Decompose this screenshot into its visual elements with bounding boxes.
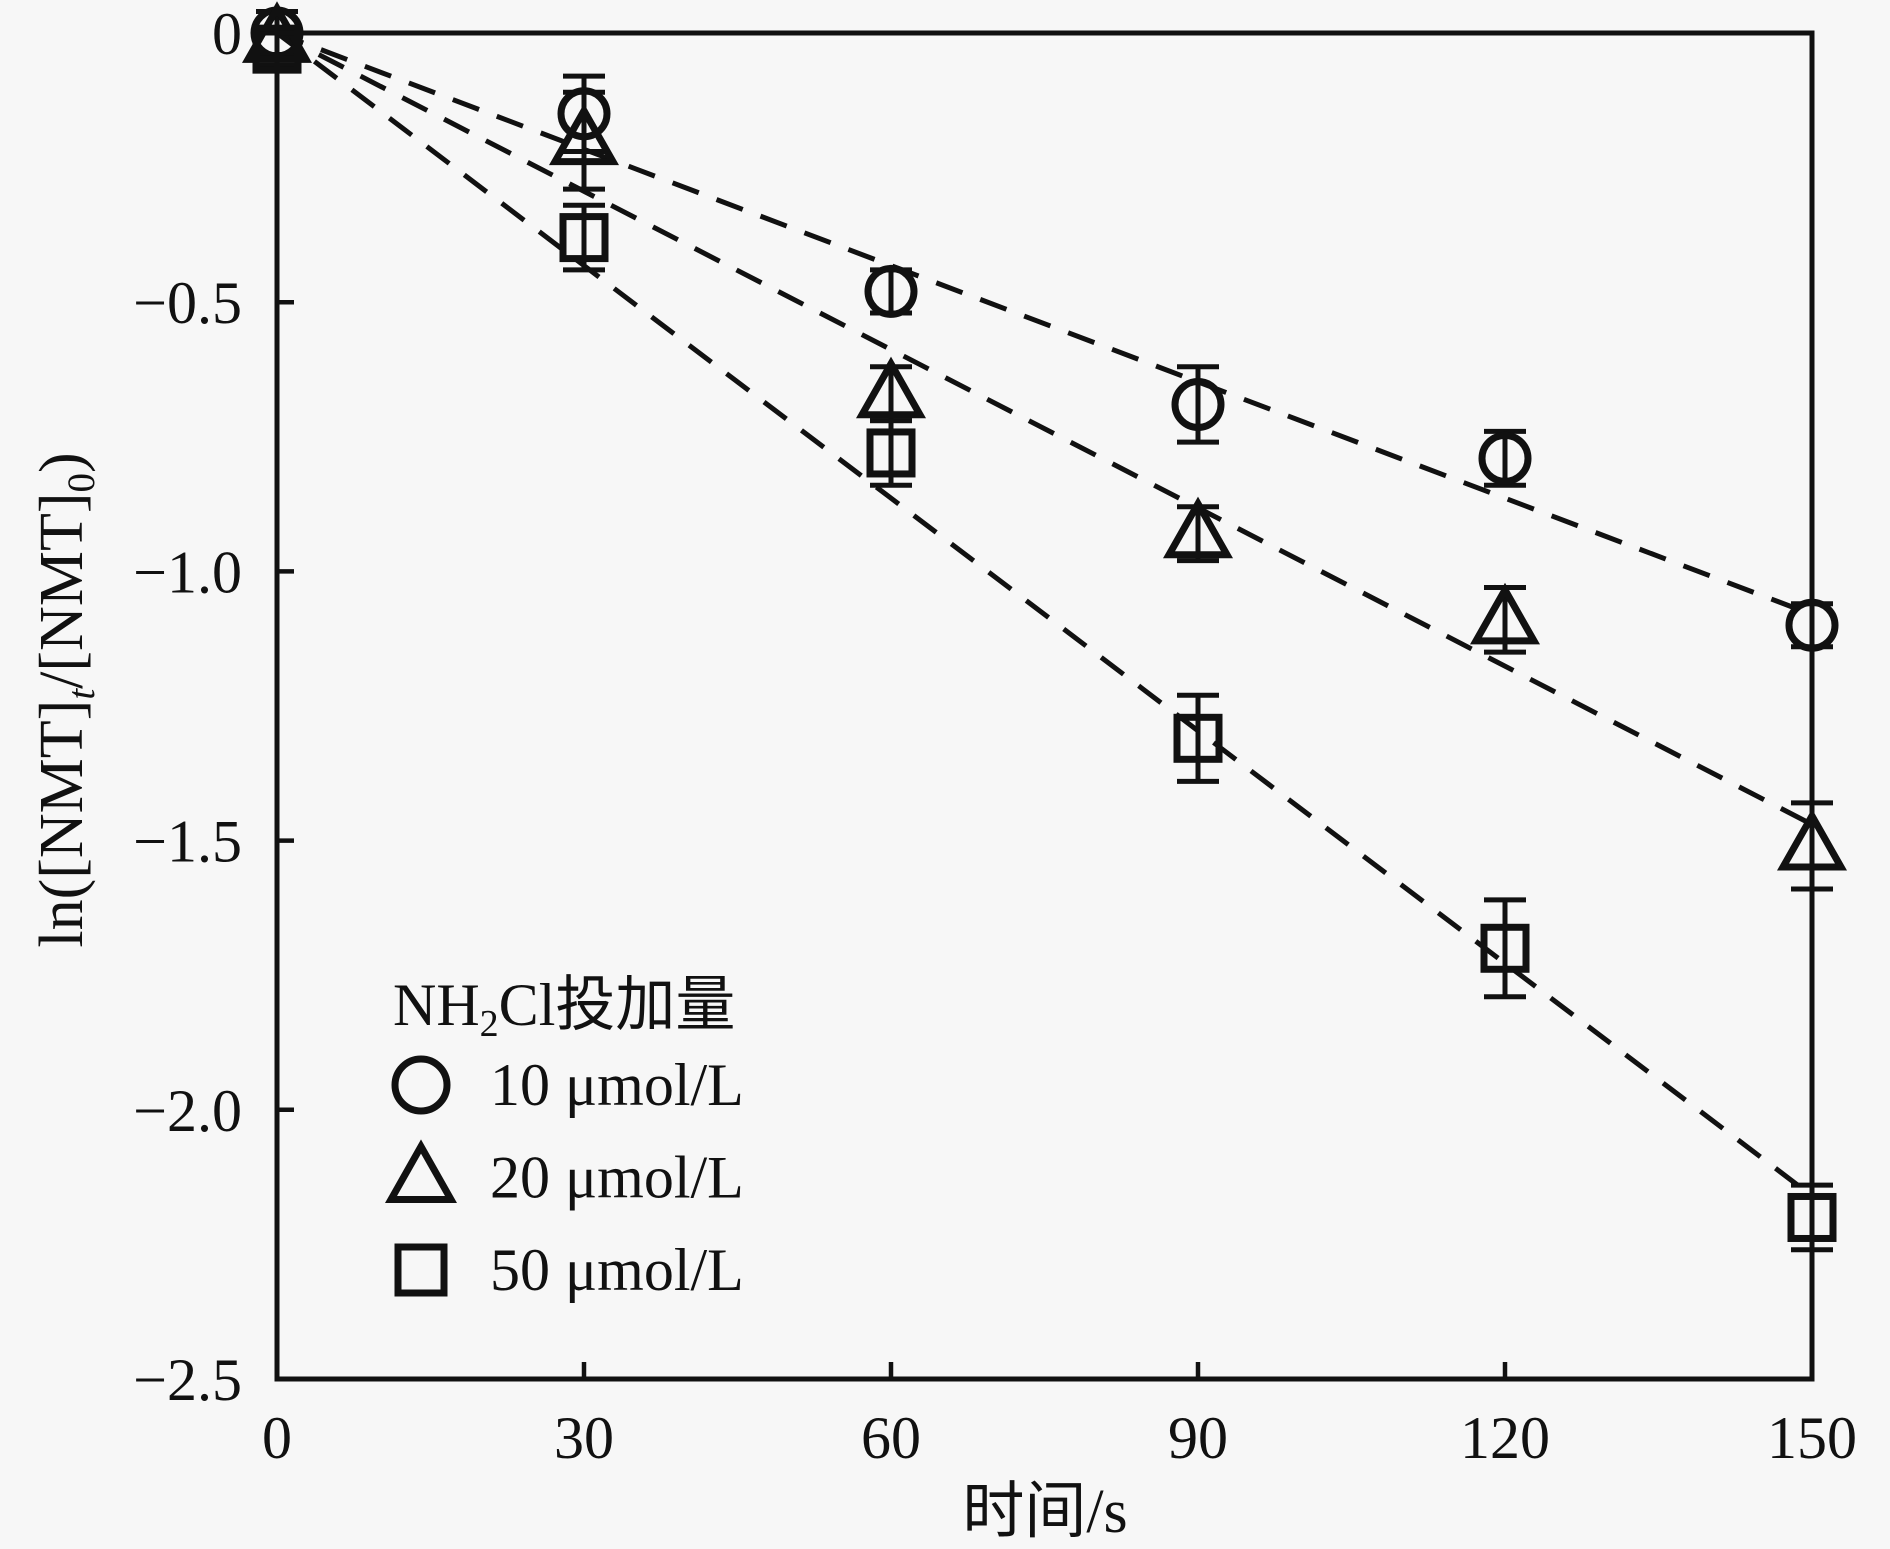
y-axis-title: ln([NMT]t/[NMT]0) <box>28 452 103 947</box>
legend-item: 10 μmol/L <box>391 1052 744 1118</box>
legend-item: 20 μmol/L <box>384 1139 744 1211</box>
x-tick-label: 30 <box>554 1405 614 1471</box>
data-point-square <box>1173 713 1223 763</box>
legend-triangle-marker <box>384 1139 458 1203</box>
y-tick-label: −1.0 <box>133 539 242 605</box>
error-bar <box>1484 897 1526 1000</box>
data-point-square <box>559 213 609 263</box>
series-circle <box>250 6 1839 652</box>
data-point-square <box>1480 923 1530 973</box>
legend-item-label: 50 μmol/L <box>490 1237 744 1303</box>
legend: NH2Cl投加量 10 μmol/L 20 μmol/L 50 μmol/L <box>384 972 744 1303</box>
data-point-triangle <box>1469 582 1541 645</box>
legend-circle-marker <box>391 1055 451 1115</box>
trend-line-2 <box>275 30 1814 827</box>
legend-item-label: 10 μmol/L <box>490 1052 744 1118</box>
trend-line-1 <box>276 30 1813 617</box>
x-tick-label: 90 <box>1168 1405 1228 1471</box>
y-tick-label: −1.5 <box>133 809 242 875</box>
y-tick-label: 0 <box>212 1 242 67</box>
data-point-square <box>866 428 916 478</box>
error-bar <box>1484 428 1526 488</box>
x-tick-label: 150 <box>1767 1405 1857 1471</box>
x-tick-label: 0 <box>262 1405 292 1471</box>
y-tick-label: −0.5 <box>133 270 242 336</box>
x-axis-title: 时间/s <box>962 1478 1127 1546</box>
plot-border <box>274 30 1815 1382</box>
plot-generated-content: 0 30 60 90 120 150 0 −0.5 −1.0 −1.5 −2.0 −2.5 NH2Cl投… <box>133 1 1857 1471</box>
data-point-triangle <box>1162 496 1234 559</box>
legend-item-label: 20 μmol/L <box>490 1145 744 1211</box>
data-point-triangle <box>548 103 620 166</box>
legend-title: NH2Cl投加量 <box>393 972 735 1045</box>
y-tick-label: −2.5 <box>133 1347 242 1413</box>
data-point-circle <box>1478 431 1532 485</box>
data-point-triangle <box>855 356 927 419</box>
y-tick-label: −2.0 <box>133 1078 242 1144</box>
x-tick-label: 60 <box>861 1405 921 1471</box>
legend-item: 50 μmol/L <box>394 1237 744 1303</box>
trend-line-3 <box>275 31 1814 1198</box>
data-point-circle <box>864 264 918 318</box>
error-bar <box>1177 692 1219 784</box>
x-tick-label: 120 <box>1460 1405 1550 1471</box>
legend-square-marker <box>394 1243 448 1297</box>
data-point-circle <box>1171 377 1225 431</box>
